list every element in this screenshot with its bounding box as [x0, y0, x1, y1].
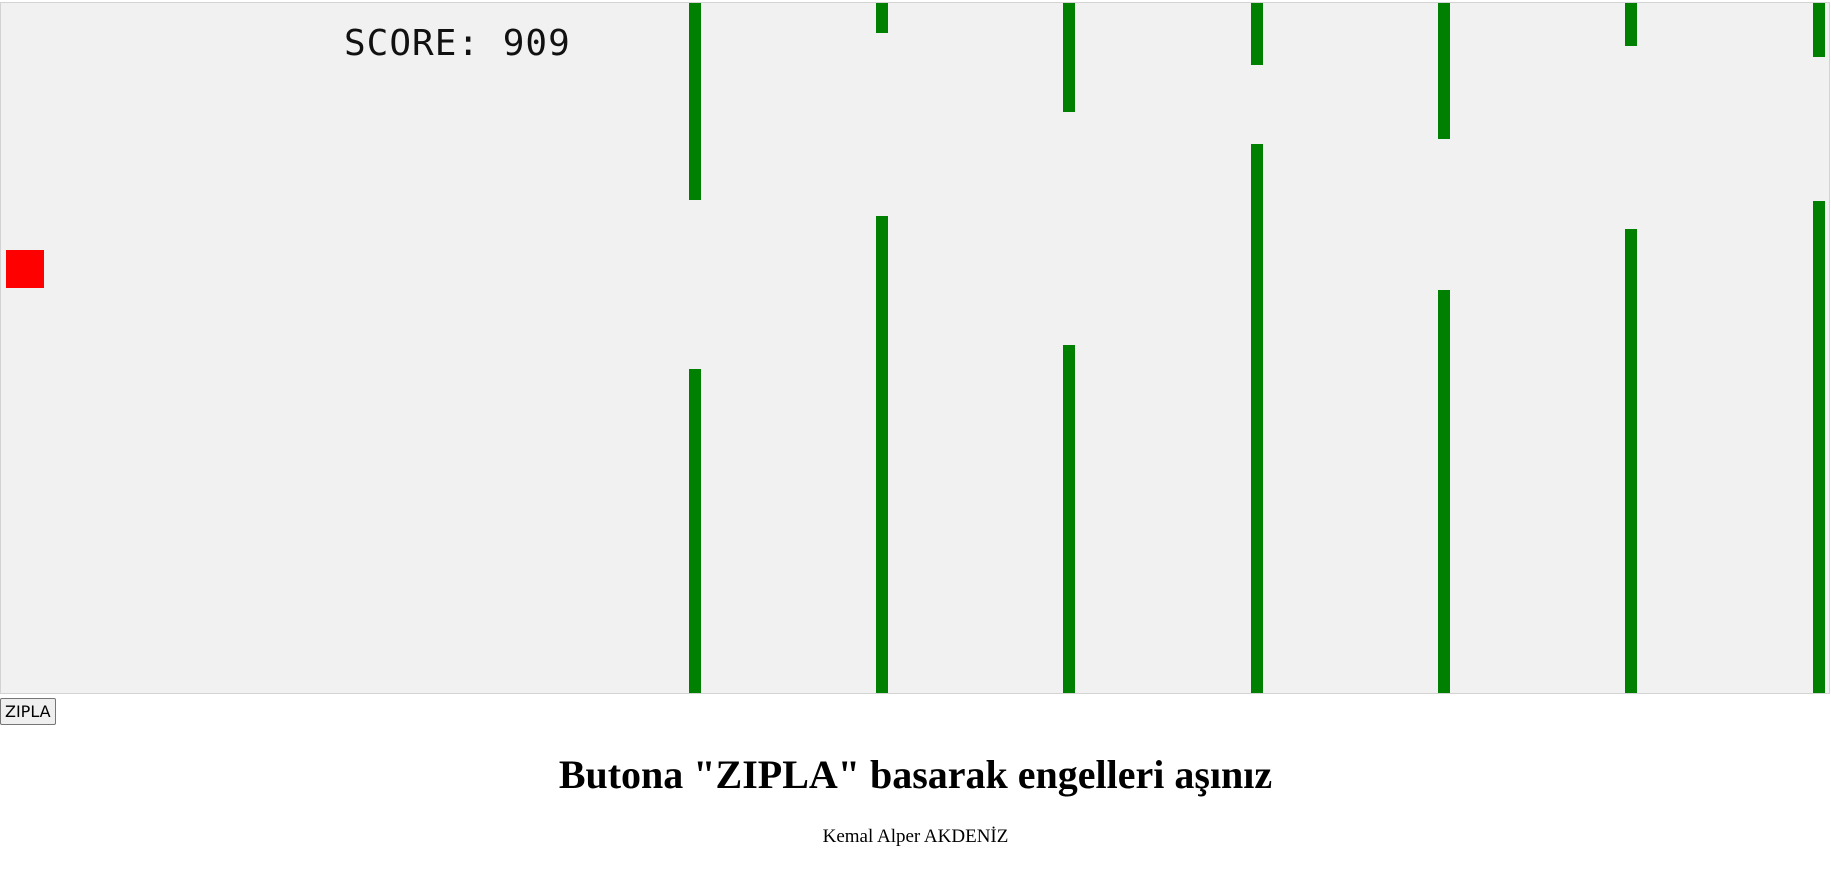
obstacle-top: [1813, 3, 1825, 57]
jump-button[interactable]: ZIPLA: [0, 698, 56, 725]
obstacle-bottom: [1813, 201, 1825, 693]
score-display: SCORE: 909: [344, 23, 571, 64]
obstacle-bottom: [1251, 144, 1263, 693]
player-square: [6, 250, 44, 288]
obstacle-top: [689, 3, 701, 200]
obstacle-top: [1063, 3, 1075, 112]
obstacle-bottom: [1063, 345, 1075, 693]
obstacle-top: [876, 3, 888, 33]
obstacle-top: [1625, 3, 1637, 46]
obstacle-bottom: [1625, 229, 1637, 693]
game-canvas: SCORE: 909: [0, 2, 1830, 694]
obstacle-top: [1251, 3, 1263, 65]
author-credit: Kemal Alper AKDENİZ: [822, 826, 1009, 847]
obstacle-bottom: [1438, 290, 1450, 693]
obstacle-bottom: [876, 216, 888, 693]
obstacle-bottom: [689, 369, 701, 693]
instructions-heading: Butona "ZIPLA" basarak engelleri aşınız: [558, 752, 1273, 797]
obstacle-top: [1438, 3, 1450, 139]
